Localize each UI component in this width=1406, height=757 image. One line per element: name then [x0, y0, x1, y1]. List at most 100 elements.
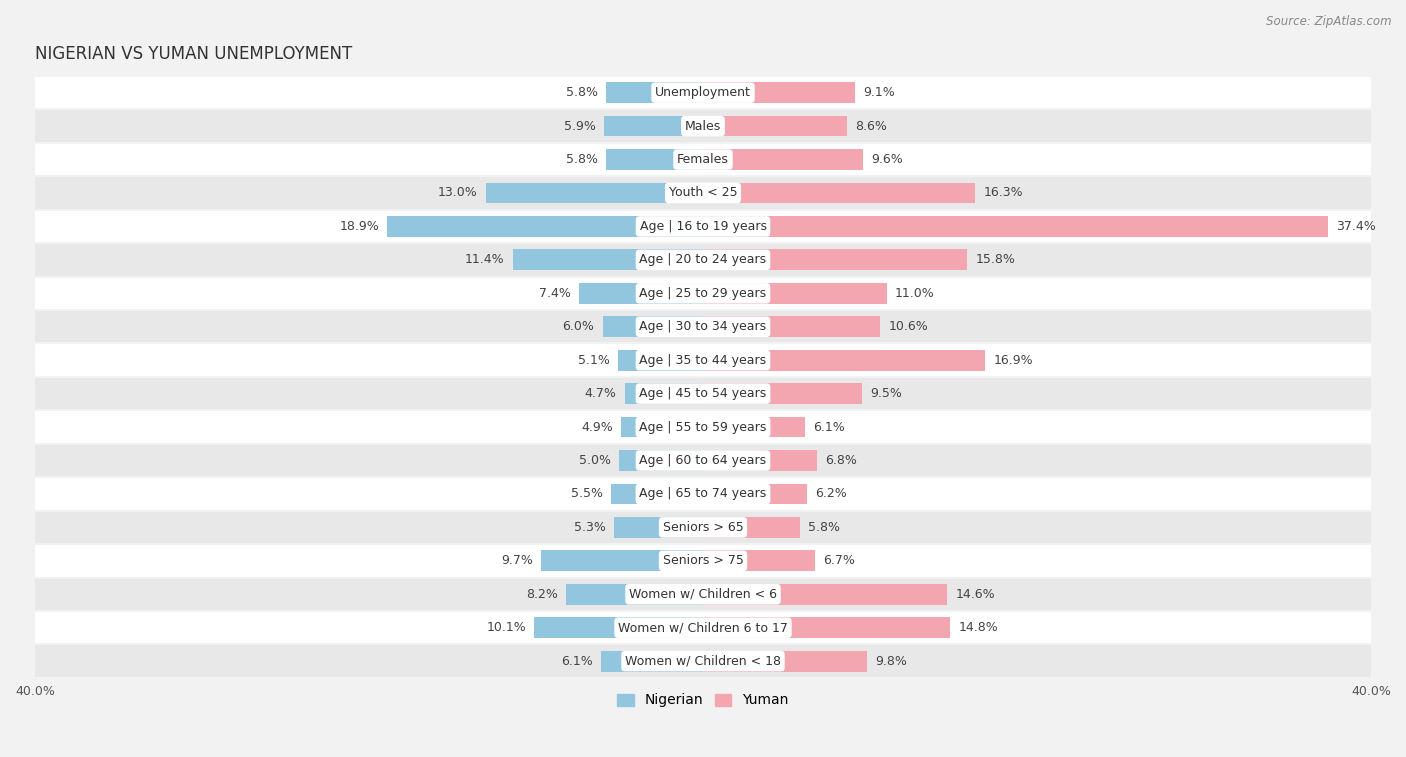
- Bar: [35, 544, 1371, 578]
- Bar: [703, 517, 800, 537]
- Text: 16.9%: 16.9%: [994, 354, 1033, 366]
- Bar: [703, 149, 863, 170]
- Text: Seniors > 65: Seniors > 65: [662, 521, 744, 534]
- Bar: [35, 210, 1371, 243]
- Bar: [703, 316, 880, 337]
- Bar: [617, 350, 703, 370]
- Bar: [35, 410, 1371, 444]
- Text: 15.8%: 15.8%: [976, 254, 1015, 266]
- Bar: [35, 377, 1371, 410]
- Bar: [703, 383, 862, 404]
- Bar: [387, 216, 703, 237]
- Bar: [703, 550, 815, 572]
- Text: Age | 20 to 24 years: Age | 20 to 24 years: [640, 254, 766, 266]
- Bar: [35, 176, 1371, 210]
- Text: 16.3%: 16.3%: [984, 186, 1024, 200]
- Text: Source: ZipAtlas.com: Source: ZipAtlas.com: [1267, 15, 1392, 28]
- Text: 4.7%: 4.7%: [585, 387, 616, 400]
- Bar: [513, 250, 703, 270]
- Text: 14.6%: 14.6%: [955, 587, 995, 601]
- Bar: [35, 276, 1371, 310]
- Bar: [35, 611, 1371, 644]
- Bar: [624, 383, 703, 404]
- Text: Age | 25 to 29 years: Age | 25 to 29 years: [640, 287, 766, 300]
- Bar: [579, 283, 703, 304]
- Text: 5.1%: 5.1%: [578, 354, 609, 366]
- Bar: [703, 216, 1327, 237]
- Text: 18.9%: 18.9%: [339, 220, 380, 233]
- Bar: [703, 584, 946, 605]
- Bar: [35, 344, 1371, 377]
- Text: Women w/ Children 6 to 17: Women w/ Children 6 to 17: [619, 621, 787, 634]
- Text: Unemployment: Unemployment: [655, 86, 751, 99]
- Text: 6.1%: 6.1%: [813, 421, 845, 434]
- Text: Women w/ Children < 6: Women w/ Children < 6: [628, 587, 778, 601]
- Text: 6.7%: 6.7%: [824, 554, 855, 567]
- Bar: [605, 116, 703, 136]
- Bar: [603, 316, 703, 337]
- Bar: [703, 283, 887, 304]
- Bar: [35, 143, 1371, 176]
- Text: 13.0%: 13.0%: [437, 186, 478, 200]
- Text: Age | 60 to 64 years: Age | 60 to 64 years: [640, 454, 766, 467]
- Text: 4.9%: 4.9%: [581, 421, 613, 434]
- Text: 5.5%: 5.5%: [571, 488, 603, 500]
- Text: NIGERIAN VS YUMAN UNEMPLOYMENT: NIGERIAN VS YUMAN UNEMPLOYMENT: [35, 45, 352, 64]
- Text: 5.9%: 5.9%: [564, 120, 596, 132]
- Text: 6.1%: 6.1%: [561, 655, 593, 668]
- Text: 9.7%: 9.7%: [501, 554, 533, 567]
- Text: Age | 30 to 34 years: Age | 30 to 34 years: [640, 320, 766, 333]
- Bar: [486, 182, 703, 204]
- Bar: [35, 477, 1371, 511]
- Text: 10.1%: 10.1%: [486, 621, 526, 634]
- Bar: [614, 517, 703, 537]
- Bar: [35, 243, 1371, 276]
- Bar: [35, 511, 1371, 544]
- Text: 10.6%: 10.6%: [889, 320, 928, 333]
- Text: 6.2%: 6.2%: [815, 488, 846, 500]
- Bar: [606, 149, 703, 170]
- Bar: [621, 416, 703, 438]
- Text: Seniors > 75: Seniors > 75: [662, 554, 744, 567]
- Text: 11.4%: 11.4%: [464, 254, 505, 266]
- Text: 6.0%: 6.0%: [562, 320, 595, 333]
- Bar: [703, 450, 817, 471]
- Text: 9.8%: 9.8%: [875, 655, 907, 668]
- Text: Males: Males: [685, 120, 721, 132]
- Bar: [35, 109, 1371, 143]
- Text: Age | 45 to 54 years: Age | 45 to 54 years: [640, 387, 766, 400]
- Bar: [620, 450, 703, 471]
- Text: 37.4%: 37.4%: [1336, 220, 1375, 233]
- Text: Age | 65 to 74 years: Age | 65 to 74 years: [640, 488, 766, 500]
- Bar: [612, 484, 703, 504]
- Text: Women w/ Children < 18: Women w/ Children < 18: [626, 655, 780, 668]
- Text: Females: Females: [678, 153, 728, 166]
- Bar: [703, 250, 967, 270]
- Text: Age | 35 to 44 years: Age | 35 to 44 years: [640, 354, 766, 366]
- Legend: Nigerian, Yuman: Nigerian, Yuman: [612, 688, 794, 713]
- Bar: [703, 651, 866, 671]
- Bar: [541, 550, 703, 572]
- Text: 9.6%: 9.6%: [872, 153, 904, 166]
- Text: 5.3%: 5.3%: [574, 521, 606, 534]
- Text: Age | 55 to 59 years: Age | 55 to 59 years: [640, 421, 766, 434]
- Text: 7.4%: 7.4%: [538, 287, 571, 300]
- Bar: [35, 444, 1371, 477]
- Text: 6.8%: 6.8%: [825, 454, 856, 467]
- Text: Youth < 25: Youth < 25: [669, 186, 737, 200]
- Text: 5.8%: 5.8%: [565, 86, 598, 99]
- Text: 8.6%: 8.6%: [855, 120, 887, 132]
- Text: 9.1%: 9.1%: [863, 86, 896, 99]
- Bar: [703, 618, 950, 638]
- Text: 5.8%: 5.8%: [808, 521, 841, 534]
- Text: 8.2%: 8.2%: [526, 587, 558, 601]
- Bar: [534, 618, 703, 638]
- Text: 9.5%: 9.5%: [870, 387, 901, 400]
- Bar: [567, 584, 703, 605]
- Bar: [703, 484, 807, 504]
- Bar: [35, 76, 1371, 109]
- Bar: [703, 350, 986, 370]
- Bar: [606, 83, 703, 103]
- Text: Age | 16 to 19 years: Age | 16 to 19 years: [640, 220, 766, 233]
- Bar: [35, 644, 1371, 678]
